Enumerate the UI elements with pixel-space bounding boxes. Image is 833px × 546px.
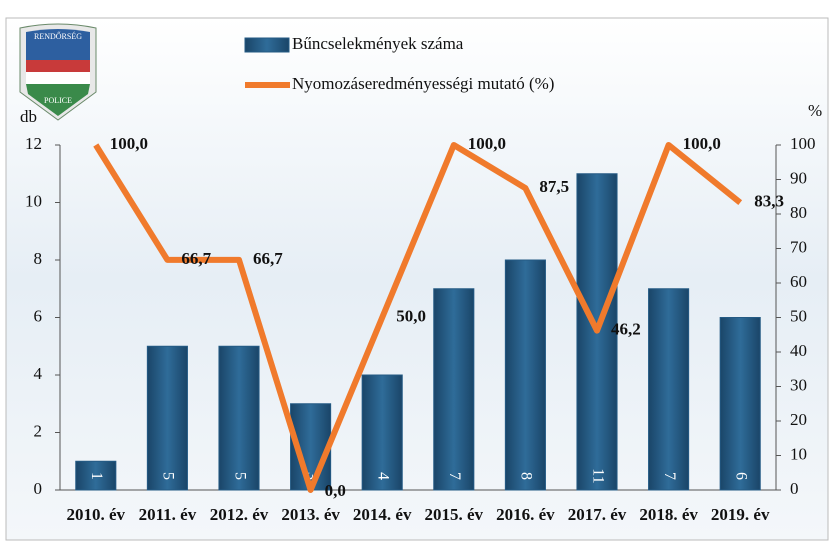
legend-swatch (244, 37, 290, 53)
y-tick-label: 8 (34, 249, 43, 268)
y2-tick-label: 30 (790, 375, 807, 394)
y2-tick-label: 0 (790, 479, 799, 498)
y2-tick-label: 20 (790, 410, 807, 429)
bar (719, 317, 761, 491)
y-axis-title: db (20, 107, 37, 126)
bar-value-label: 11 (589, 468, 606, 483)
police-logo: RENDŐRSÉG POLICE (19, 23, 97, 121)
line-value-label: 100,0 (110, 134, 148, 153)
bar-value-label: 7 (661, 472, 678, 480)
bar-value-label: 7 (446, 472, 463, 480)
y-tick-label: 6 (34, 306, 43, 325)
y2-tick-label: 40 (790, 341, 807, 360)
bar (218, 345, 260, 491)
bar (75, 460, 117, 491)
y2-tick-label: 60 (790, 272, 807, 291)
x-tick-label: 2010. év (67, 505, 126, 524)
y2-tick-label: 70 (790, 237, 807, 256)
y2-tick-label: 50 (790, 306, 807, 325)
y-tick-label: 4 (34, 364, 43, 383)
x-tick-label: 2016. év (496, 505, 555, 524)
logo-bottom-text: POLICE (44, 96, 72, 105)
bar-value-label: 6 (733, 472, 750, 480)
line-value-label: 0,0 (325, 481, 346, 500)
y-tick-label: 0 (34, 479, 43, 498)
logo-top-text: RENDŐRSÉG (34, 31, 82, 41)
legend-label: Bűncselekmények száma (292, 34, 464, 53)
y2-tick-label: 90 (790, 168, 807, 187)
bar (648, 288, 690, 491)
line-value-label: 46,2 (611, 320, 641, 339)
bar-value-label: 5 (231, 472, 248, 480)
line-value-label: 100,0 (468, 134, 506, 153)
line (93, 142, 743, 493)
line-value-label: 83,3 (754, 192, 784, 211)
y-tick-label: 10 (25, 191, 42, 210)
bar (146, 345, 188, 491)
x-tick-label: 2012. év (210, 505, 269, 524)
y2-tick-label: 10 (790, 444, 807, 463)
chart-frame (5, 17, 829, 541)
y2-tick-label: 80 (790, 203, 807, 222)
bar-value-label: 1 (88, 472, 105, 480)
x-tick-label: 2014. év (353, 505, 412, 524)
bar (504, 259, 546, 491)
bar (433, 288, 475, 491)
x-tick-label: 2011. év (139, 505, 197, 524)
line-value-label: 50,0 (396, 306, 426, 325)
y2-axis-title: % (808, 101, 822, 120)
x-tick-label: 2019. év (711, 505, 770, 524)
line-value-label: 100,0 (683, 134, 721, 153)
bar-value-label: 8 (518, 472, 535, 480)
bar (361, 374, 403, 491)
x-tick-label: 2018. év (639, 505, 698, 524)
x-tick-label: 2015. év (425, 505, 484, 524)
line-value-label: 66,7 (253, 249, 283, 268)
bar-value-label: 3 (303, 472, 320, 480)
x-tick-label: 2017. év (568, 505, 627, 524)
y2-tick-label: 100 (790, 134, 816, 153)
x-tick-label: 2013. év (281, 505, 340, 524)
line-value-label: 66,7 (181, 249, 211, 268)
y-tick-label: 12 (25, 134, 42, 153)
y-tick-label: 2 (34, 421, 43, 440)
bar-value-label: 5 (160, 472, 177, 480)
legend-label: Nyomozáseredményességi mutató (%) (292, 74, 554, 93)
bar-value-label: 4 (375, 472, 392, 480)
line-value-label: 87,5 (539, 177, 569, 196)
